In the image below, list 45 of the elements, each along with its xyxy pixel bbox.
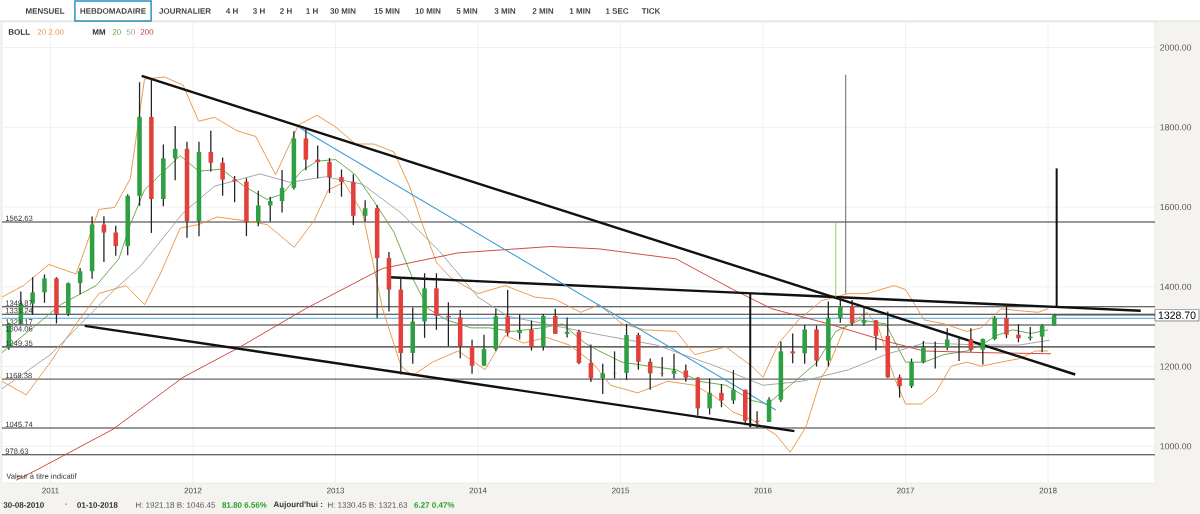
text: 1 H bbox=[306, 8, 318, 14]
text: 1 MIN bbox=[569, 8, 591, 14]
text: 20 bbox=[112, 29, 121, 35]
x-tick-label: 2012 bbox=[184, 487, 202, 494]
text: 15 MIN bbox=[374, 8, 400, 14]
x-tick-label: 2016 bbox=[754, 487, 772, 494]
text: 20 2.00 bbox=[37, 29, 64, 35]
text: 30 MIN bbox=[330, 8, 356, 14]
x-tick-label: 2015 bbox=[612, 487, 630, 494]
x-tick-label: 2011 bbox=[42, 487, 59, 494]
text: 3 H bbox=[252, 8, 265, 14]
text: 2 H bbox=[280, 8, 292, 14]
text: MENSUEL bbox=[26, 8, 65, 14]
y-tick-label: 1800.00 bbox=[1160, 124, 1192, 131]
y-tick-label: 1400.00 bbox=[1160, 283, 1192, 290]
y-tick-label: 1200.00 bbox=[1160, 363, 1192, 370]
text: 30-08-2010 bbox=[3, 502, 44, 508]
text: JOURNALIER bbox=[159, 8, 211, 14]
text: 2 MIN bbox=[532, 8, 554, 14]
text: HEBDOMADAIRE bbox=[80, 8, 146, 14]
y-tick-label: 1000.00 bbox=[1160, 443, 1192, 450]
text: TICK bbox=[641, 8, 661, 14]
text: 10 MIN bbox=[415, 8, 441, 14]
y-tick-label: 2000.00 bbox=[1160, 44, 1192, 51]
text: 5 MIN bbox=[456, 8, 478, 14]
text: H: 1330.45 B: 1321.63 bbox=[328, 502, 408, 508]
x-tick-label: 2018 bbox=[1039, 487, 1057, 494]
text: 6.27 0.47% bbox=[414, 502, 455, 508]
x-tick-label: 2017 bbox=[897, 487, 915, 494]
x-tick-label: 2014 bbox=[469, 487, 487, 494]
text: 4 H bbox=[225, 8, 238, 14]
text: 200 bbox=[140, 29, 154, 35]
text: 01-10-2018 bbox=[77, 502, 118, 508]
text: 50 bbox=[126, 29, 135, 35]
annotation: MM bbox=[92, 29, 106, 35]
annotation: 1328.70 bbox=[1158, 311, 1196, 319]
x-tick-label: 2013 bbox=[327, 487, 345, 494]
annotation: BOLL bbox=[8, 29, 30, 35]
text: 3 MIN bbox=[494, 8, 516, 14]
text: 1 SEC bbox=[605, 8, 629, 14]
text: H: 1921.18 B: 1046.45 bbox=[136, 502, 216, 508]
text: - bbox=[65, 503, 68, 505]
text: Aujourd'hui : bbox=[273, 501, 323, 509]
y-tick-label: 1600.00 bbox=[1160, 203, 1192, 211]
text: 81.80 6.56% bbox=[222, 502, 267, 508]
